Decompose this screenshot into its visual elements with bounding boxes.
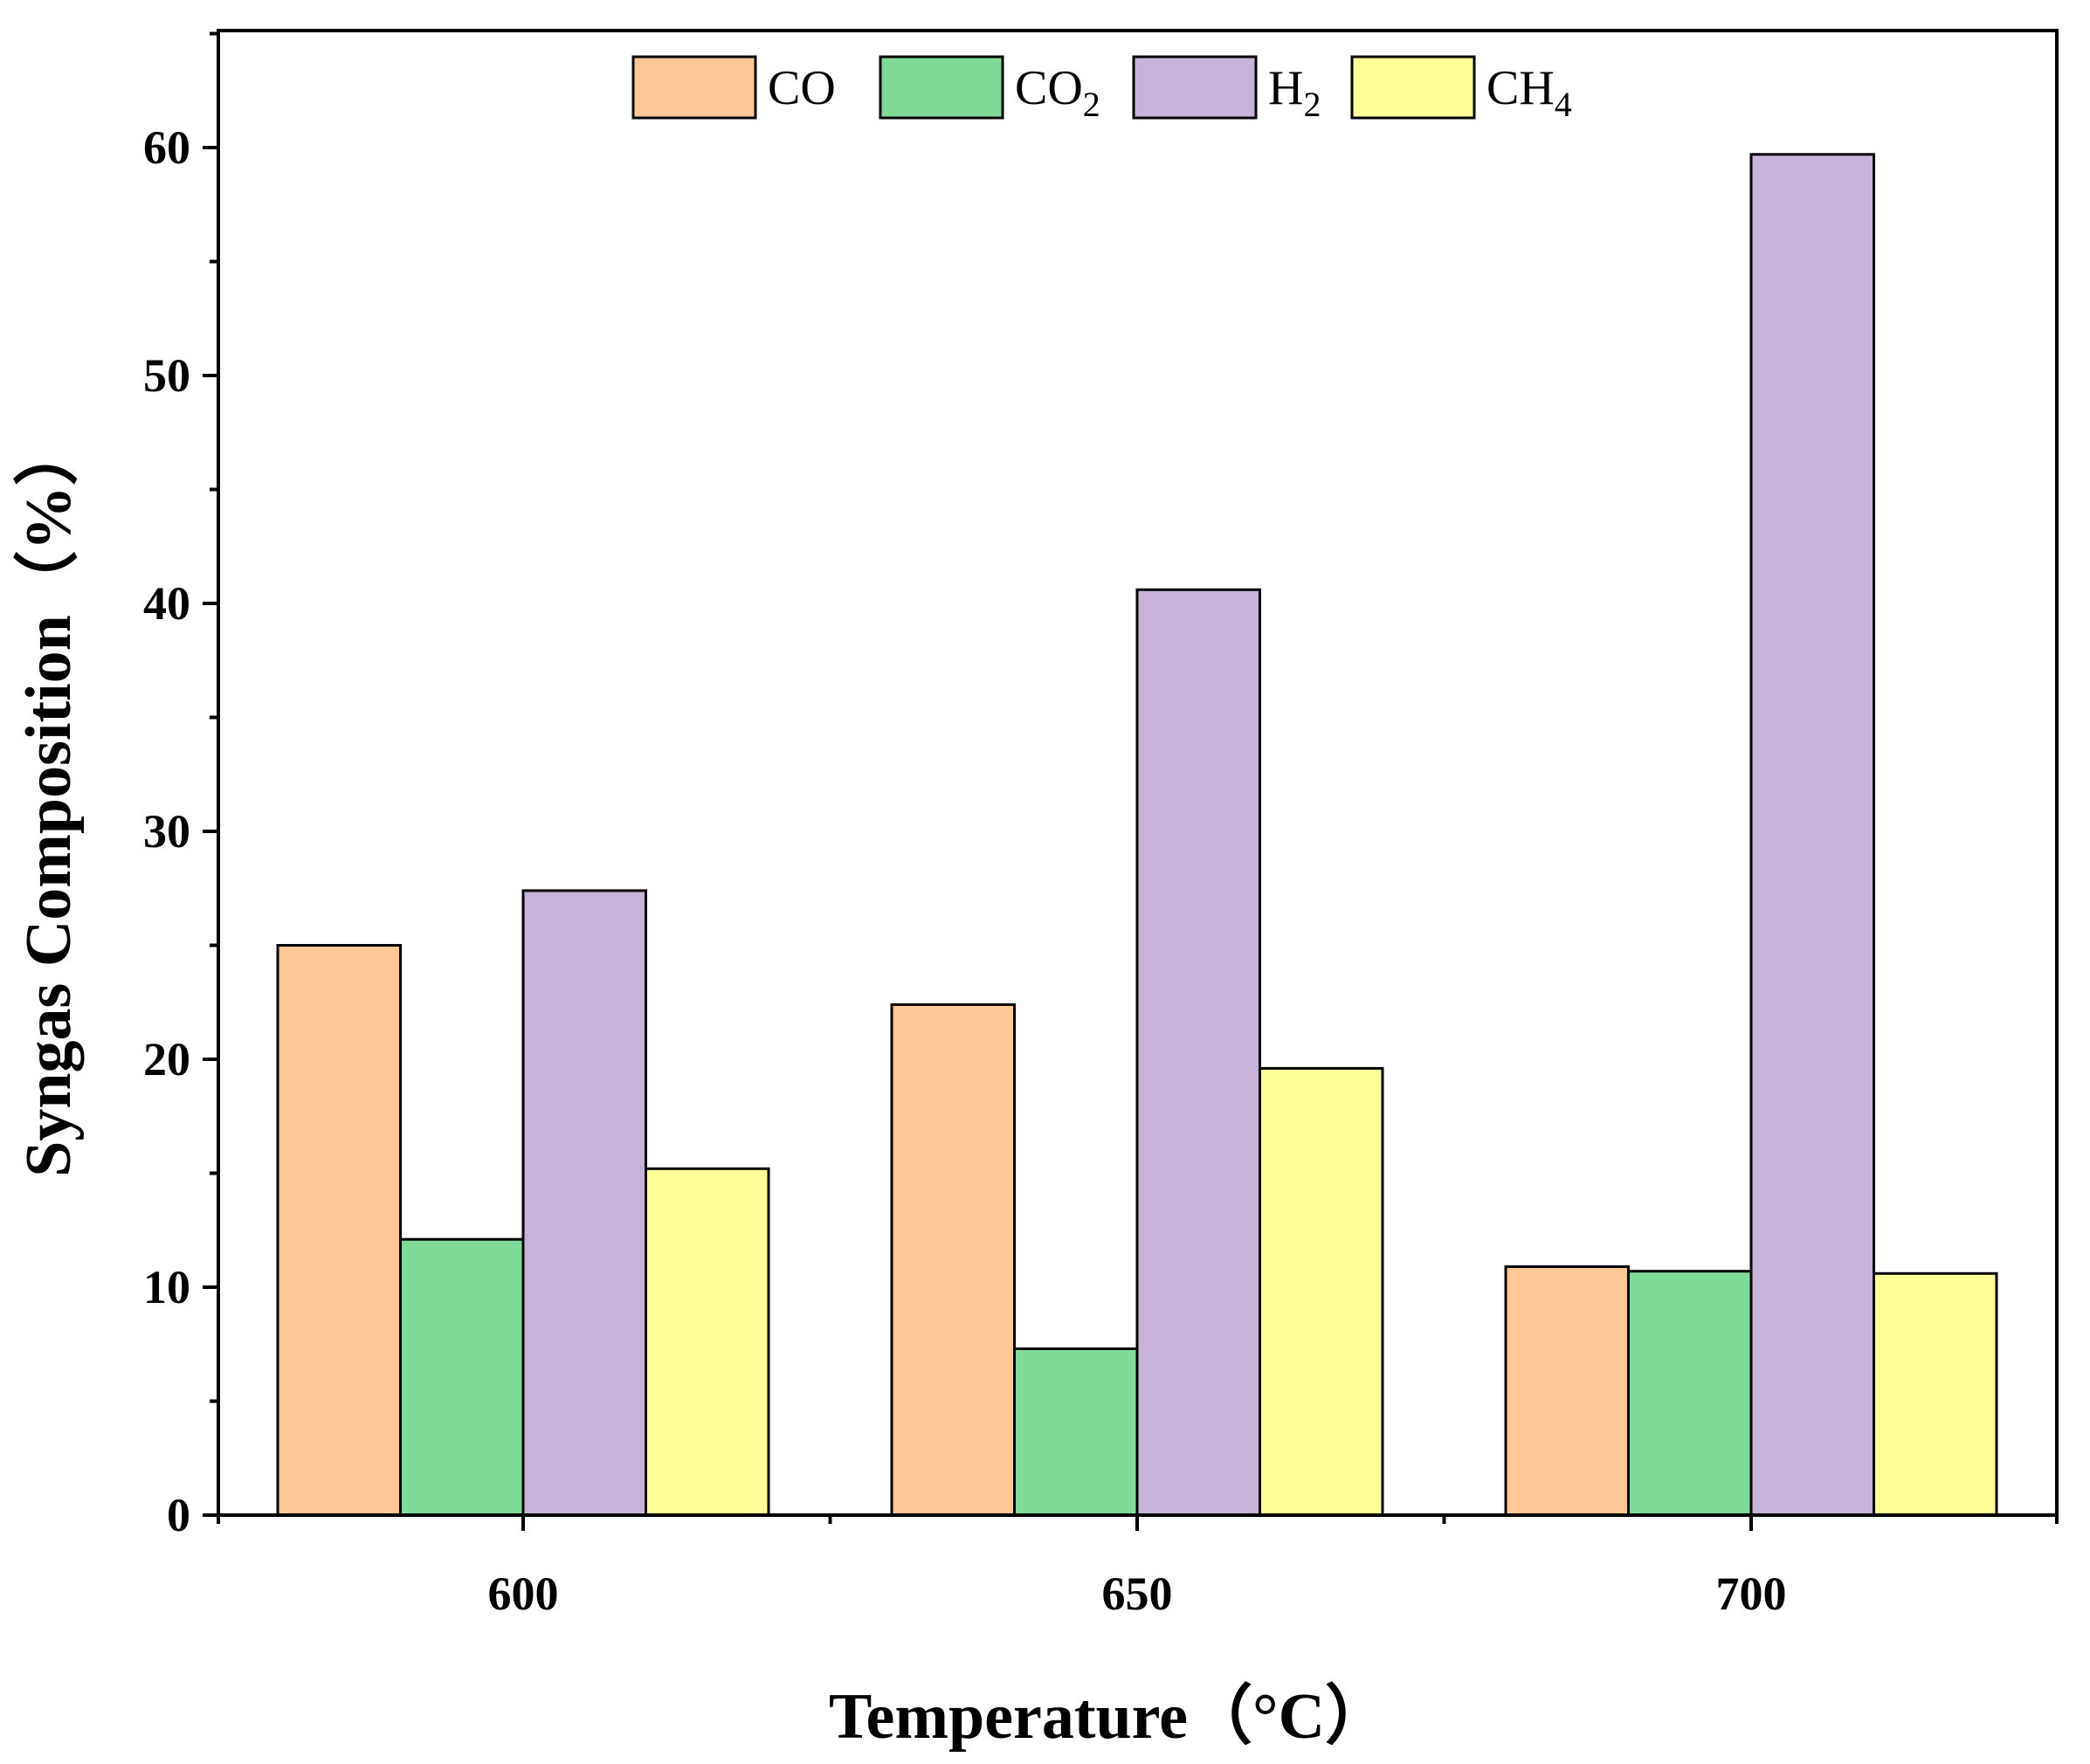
bar-co-650 [890,1003,1016,1517]
ticks-layer: 0 10 20 30 40 50 60 600 650 700 [143,31,2059,1620]
legend-swatch-co2 [879,55,1004,120]
bar-ch4-700 [1873,1271,1998,1517]
y-tick-label: 20 [143,1033,190,1085]
bar-co2-700 [1627,1270,1753,1517]
bar-ch4-600 [645,1167,770,1517]
y-tick-label: 50 [143,349,190,402]
y-tick-label: 30 [143,805,190,858]
legend-label-co: CO [768,61,836,115]
bar-ch4-650 [1259,1066,1384,1517]
bar-co-700 [1504,1265,1630,1517]
bar-h2-700 [1749,153,1875,1517]
y-tick-label: 10 [143,1261,190,1313]
bars-layer [276,153,1998,1517]
legend-label-ch4: CH4 [1486,61,1572,124]
x-tick-label-650: 650 [1102,1568,1173,1620]
y-tick-label: 0 [167,1489,190,1541]
y-tick-label: 40 [143,577,190,630]
bar-co-600 [276,944,402,1517]
bar-h2-600 [521,889,647,1517]
legend-label-h2: H2 [1268,61,1321,124]
x-axis-title: Temperature（°C） [829,1681,1390,1753]
legend-label-co2: CO2 [1015,61,1100,124]
legend: CO CO2 H2 CH4 [631,55,1572,124]
y-axis-title: Syngas Composition（%） [13,421,85,1177]
legend-swatch-h2 [1132,55,1258,120]
y-tick-label: 60 [143,121,190,174]
bar-co2-600 [399,1237,525,1517]
x-tick-label-700: 700 [1716,1568,1787,1620]
bar-h2-650 [1135,588,1261,1517]
bar-co2-650 [1013,1347,1139,1517]
legend-swatch-co [631,55,757,120]
x-tick-label-600: 600 [488,1568,559,1620]
legend-swatch-ch4 [1350,55,1476,120]
